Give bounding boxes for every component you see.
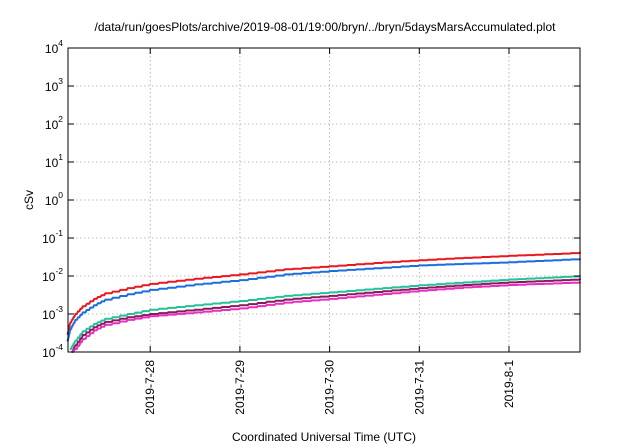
y-tick-label: 10-2 [42, 266, 63, 284]
y-tick-label-exponent: -3 [55, 304, 63, 314]
y-tick-label: 10-4 [42, 342, 63, 360]
x-axis: 2019-7-28 2019-7-29 2019-7-30 2019-7-31 2019… [143, 48, 516, 415]
x-tick-label: 2019-7-30 [323, 360, 337, 415]
y-tick-label-base: 10 [42, 308, 56, 322]
y-axis-label: cSv [22, 190, 36, 210]
series-line-5 [71, 281, 581, 353]
y-tick-label-exponent: 0 [58, 190, 63, 200]
y-tick-label-base: 10 [45, 80, 59, 94]
series-line-3 [69, 275, 581, 350]
y-tick-label: 100 [45, 190, 63, 208]
y-tick-label: 103 [45, 76, 63, 94]
x-tick-label: 2019-7-28 [143, 360, 157, 415]
chart-title: /data/run/goesPlots/archive/2019-08-01/1… [95, 20, 557, 34]
x-tick-label: 2019-7-29 [233, 360, 247, 415]
y-tick-label-base: 10 [45, 156, 59, 170]
x-tick-label: 2019-8-1 [502, 360, 516, 408]
series-line-1 [66, 251, 581, 335]
y-tick-label-exponent: 1 [58, 152, 63, 162]
series-line-2 [66, 258, 581, 342]
y-tick-label-exponent: 2 [58, 114, 63, 124]
y-tick-label: 104 [45, 38, 63, 56]
y-tick-label-exponent: -2 [55, 266, 63, 276]
y-tick-label-exponent: -4 [55, 342, 63, 352]
y-tick-label: 10-1 [42, 228, 63, 246]
y-tick-label-exponent: -1 [55, 228, 63, 238]
y-tick-label: 10-3 [42, 304, 63, 322]
y-tick-label-base: 10 [42, 346, 56, 360]
y-tick-label-base: 10 [42, 232, 56, 246]
series-line-4 [71, 278, 581, 353]
y-tick-label-exponent: 4 [58, 38, 63, 48]
y-tick-label-base: 10 [45, 194, 59, 208]
x-axis-label: Coordinated Universal Time (UTC) [232, 430, 416, 444]
y-tick-label: 101 [45, 152, 63, 170]
y-tick-label-base: 10 [45, 42, 59, 56]
y-tick-label-base: 10 [42, 270, 56, 284]
x-tick-label: 2019-7-31 [412, 360, 426, 415]
y-tick-label-base: 10 [45, 118, 59, 132]
y-tick-label-exponent: 3 [58, 76, 63, 86]
grid [68, 48, 580, 352]
y-tick-label: 102 [45, 114, 63, 132]
series-lines [66, 251, 581, 353]
